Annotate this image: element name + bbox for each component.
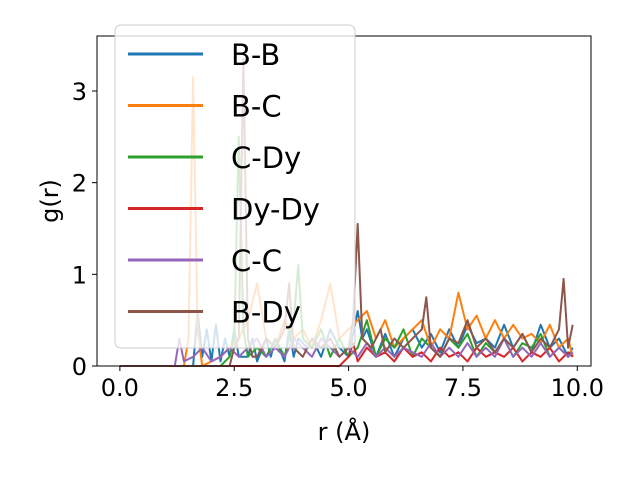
- legend-label: B-B: [231, 38, 280, 72]
- legend-label: B-Dy: [231, 296, 301, 330]
- y-tick-label: 0: [72, 353, 87, 381]
- y-tick-label: 3: [72, 78, 87, 106]
- x-tick-label: 2.5: [215, 374, 253, 402]
- y-axis-label: g(r): [36, 179, 64, 223]
- x-tick-label: 10.0: [551, 374, 604, 402]
- x-tick-label: 5.0: [329, 374, 367, 402]
- legend: B-B B-C C-Dy Dy-Dy C-C B-Dy: [114, 24, 356, 349]
- legend-label: Dy-Dy: [231, 193, 320, 227]
- legend-label: C-C: [231, 244, 282, 278]
- x-axis-label: r (Å): [318, 417, 371, 446]
- axis-ticks: 0.0 2.5 5.0 7.5 10.0 0 1 2 3: [72, 78, 604, 402]
- y-tick-label: 2: [72, 170, 87, 198]
- x-tick-label: 7.5: [444, 374, 482, 402]
- x-tick-label: 0.0: [101, 374, 139, 402]
- y-tick-label: 1: [72, 261, 87, 289]
- legend-label: C-Dy: [231, 141, 301, 175]
- legend-label: B-C: [231, 90, 282, 124]
